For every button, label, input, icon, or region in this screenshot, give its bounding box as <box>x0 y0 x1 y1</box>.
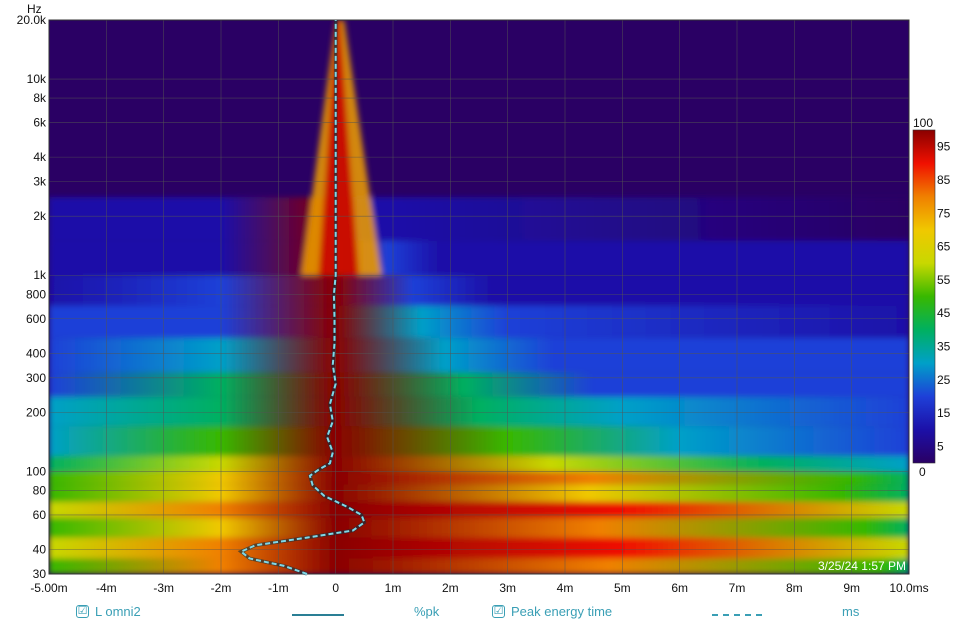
energy-band <box>49 372 909 397</box>
colorbar-tick-label: 45 <box>937 306 951 320</box>
checkbox-icon[interactable]: ☑ <box>492 605 505 618</box>
y-tick-label: 80 <box>33 483 47 497</box>
y-axis-unit: Hz <box>27 2 42 16</box>
x-tick-label: -2m <box>211 581 232 595</box>
x-axis: -5.00m -4m -3m -2m -1m 0 1m 2m 3m 4m 5m 6m 7m 8m 9m 10.… <box>30 581 928 595</box>
x-tick-label: 6m <box>671 581 688 595</box>
x-tick-label: 8m <box>786 581 803 595</box>
x-tick-label: -1m <box>268 581 289 595</box>
energy-band <box>49 455 909 472</box>
y-tick-label: 800 <box>26 287 46 301</box>
colorbar-tick-label: 65 <box>937 240 951 254</box>
peak-energy-line <box>237 20 367 576</box>
y-tick-label: 300 <box>26 371 46 385</box>
y-tick-label: 40 <box>33 542 47 556</box>
x-tick-label: 7m <box>729 581 746 595</box>
x-tick-label: 3m <box>499 581 516 595</box>
y-tick-label: 600 <box>26 312 46 326</box>
energy-band <box>49 426 909 456</box>
legend: ☑ L omni2 %pk ☑ Peak energy time ms <box>0 604 976 626</box>
x-tick-label: 2m <box>442 581 459 595</box>
legend-item-peak-energy-time[interactable]: ☑ Peak energy time <box>492 604 612 619</box>
y-tick-label: 2k <box>33 209 47 223</box>
colorbar-tick-label: 75 <box>937 206 951 220</box>
energy-band <box>49 537 909 559</box>
energy-band <box>49 558 909 574</box>
y-tick-label: 100 <box>26 464 46 478</box>
colorbar-tick-label: 5 <box>937 439 944 453</box>
colorbar-gradient <box>912 129 936 464</box>
y-tick-label: 4k <box>33 150 47 164</box>
colorbar-tick-label: 55 <box>937 273 951 287</box>
plot-area <box>49 20 909 574</box>
solid-line-swatch <box>292 614 344 616</box>
y-tick-label: 6k <box>33 116 47 130</box>
impulse-core-hot <box>318 20 359 276</box>
legend-unit: %pk <box>414 604 440 619</box>
x-tick-label: 5m <box>614 581 631 595</box>
peak-energy-line-path <box>239 20 366 575</box>
energy-band <box>49 197 909 241</box>
energy-band <box>49 337 909 373</box>
dashed-line-swatch <box>712 614 762 616</box>
y-tick-label: 8k <box>33 91 47 105</box>
energy-band <box>49 517 909 538</box>
x-tick-label: 10.0ms <box>889 581 928 595</box>
energy-band <box>49 484 909 502</box>
colorbar-tick-label: 35 <box>937 339 951 353</box>
y-tick-label: 1k <box>33 268 47 282</box>
x-tick-label: -5.00m <box>30 581 67 595</box>
y-tick-label: 60 <box>33 508 47 522</box>
colorbar-max-label: 100 <box>913 116 933 130</box>
energy-band <box>49 501 909 518</box>
y-tick-label: 3k <box>33 175 47 189</box>
x-tick-label: -3m <box>153 581 174 595</box>
legend-label: L omni2 <box>95 604 141 619</box>
colorbar: 100 0 95 85 75 65 55 45 35 25 15 5 <box>912 116 951 479</box>
legend-item-l-omni2[interactable]: ☑ L omni2 <box>76 604 141 619</box>
legend-unit: ms <box>842 604 860 619</box>
energy-band <box>49 396 909 427</box>
colorbar-min-label: 0 <box>919 465 926 479</box>
energy-band <box>49 275 909 306</box>
y-axis: 20.0k 10k 8k 6k 4k 3k 2k 1k 800 600 400 300 200 100 80… <box>17 13 47 581</box>
colorbar-tick-label: 15 <box>937 406 951 420</box>
grid-lines <box>48 19 910 575</box>
energy-band <box>49 305 909 338</box>
x-tick-label: -4m <box>96 581 117 595</box>
energy-band <box>49 240 909 276</box>
timestamp: 3/25/24 1:57 PM <box>818 559 906 573</box>
y-tick-label: 30 <box>33 567 47 581</box>
x-tick-label: 0 <box>332 581 339 595</box>
plot-frame <box>48 19 910 575</box>
colorbar-tick-label: 25 <box>937 373 951 387</box>
checkbox-icon[interactable]: ☑ <box>76 605 89 618</box>
y-tick-label: 400 <box>26 346 46 360</box>
x-tick-label: 4m <box>557 581 574 595</box>
legend-label: Peak energy time <box>511 604 613 619</box>
energy-band <box>49 471 909 485</box>
spectrogram-chart: -5.00m -4m -3m -2m -1m 0 1m 2m 3m 4m 5m 6m 7m 8m 9m 10.… <box>17 2 951 595</box>
x-tick-label: 9m <box>843 581 860 595</box>
x-tick-label: 1m <box>385 581 402 595</box>
y-tick-label: 20.0k <box>17 13 47 27</box>
colorbar-tick-label: 85 <box>937 173 951 187</box>
y-tick-label: 200 <box>26 405 46 419</box>
y-tick-label: 10k <box>27 72 47 86</box>
colorbar-tick-label: 95 <box>937 140 951 154</box>
